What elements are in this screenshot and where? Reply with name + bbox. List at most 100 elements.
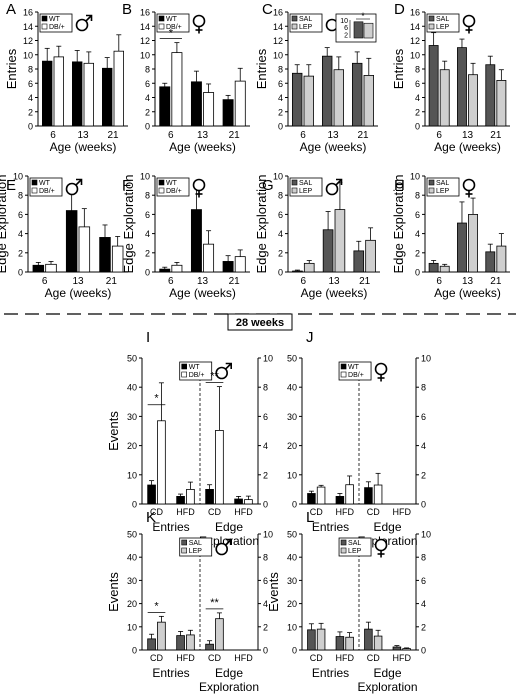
legend-swatch — [158, 15, 165, 22]
bar — [351, 62, 363, 127]
y-tick-label: 30 — [127, 576, 137, 586]
bar — [157, 621, 166, 651]
male-arrow — [225, 539, 232, 546]
legend-swatch — [41, 23, 48, 30]
y2-tick-label: 8 — [263, 553, 268, 563]
x-tick-label: HFD — [176, 507, 195, 517]
x-tick-label: CD — [310, 507, 323, 517]
y-tick-label: 0 — [278, 268, 283, 278]
bar — [147, 638, 156, 651]
legend-box — [338, 537, 372, 557]
panel-label: J — [306, 329, 314, 346]
legend-text: DB/+ — [166, 24, 182, 31]
legend-box — [289, 177, 323, 197]
y-tick-label: 40 — [127, 553, 137, 563]
y-tick-label: 8 — [278, 191, 283, 201]
bar — [322, 229, 334, 273]
legend-swatch — [181, 371, 187, 378]
group-label: Edge — [215, 666, 243, 680]
y2-tick-label: 8 — [421, 553, 426, 563]
significance-mark: ** — [210, 371, 219, 383]
legend-swatch — [428, 187, 435, 194]
x-axis-label: Age (weeks) — [45, 286, 112, 300]
y-tick-label: 8 — [145, 191, 150, 201]
y2-tick-label: 8 — [263, 383, 268, 393]
panel-label: D — [394, 1, 405, 18]
section-divider: 28 weeks — [4, 313, 516, 331]
legend-swatch — [291, 23, 298, 30]
y-tick-label: 16 — [140, 8, 150, 18]
bar — [439, 265, 450, 273]
y-tick-label: 2 — [145, 107, 150, 117]
x-tick-label: 13 — [197, 130, 209, 141]
y-tick-label: 10 — [23, 50, 33, 60]
x-tick-label: CD — [310, 653, 323, 663]
significance-mark: * — [154, 600, 159, 612]
x-tick-label: 13 — [327, 130, 339, 141]
y-tick-label: 6 — [145, 79, 150, 89]
panel-label: F — [122, 177, 131, 194]
y-tick-label: 4 — [415, 229, 420, 239]
bar — [402, 648, 411, 651]
group-label: Entries — [312, 520, 349, 534]
bar — [222, 261, 234, 273]
x-tick-label: HFD — [176, 653, 195, 663]
y2-tick-label: 8 — [421, 383, 426, 393]
x-tick-label: 13 — [462, 130, 474, 141]
y-tick-label: 14 — [273, 22, 283, 32]
legend-text: LEP — [299, 188, 313, 195]
y-tick-label: 16 — [410, 8, 420, 18]
legend-text: DB/+ — [348, 372, 364, 379]
bar — [363, 75, 375, 127]
panel-J: 0 10 20 30 40 50 J CD HFD CD HFD 0 2 4 6 8 10 Entries Edge… — [287, 329, 431, 548]
sex-symbol-circle — [374, 362, 388, 376]
legend-text: SAL — [299, 16, 312, 23]
x-tick-label: 21 — [107, 130, 119, 141]
y-axis-label: Entries — [391, 48, 406, 89]
bar — [234, 80, 246, 127]
y-tick-label: 30 — [287, 412, 297, 422]
y-tick-label: 40 — [287, 383, 297, 393]
legend-swatch — [158, 179, 165, 186]
x-axis-label: Age (weeks) — [169, 286, 236, 300]
x-tick-label: 6 — [436, 130, 442, 141]
x-tick-label: HFD — [336, 653, 355, 663]
significance-mark: * — [169, 28, 174, 40]
sex-symbol-circle — [325, 182, 339, 196]
y-tick-label: 2 — [415, 107, 420, 117]
legend-text: WT — [348, 364, 360, 371]
legend-box — [426, 13, 460, 33]
bar — [215, 618, 224, 651]
x-axis-label: Age (weeks) — [301, 286, 368, 300]
y-tick-label: 10 — [13, 172, 23, 182]
male-arrow — [225, 363, 232, 370]
y-tick-label: 30 — [287, 576, 297, 586]
bar — [365, 239, 376, 273]
male-arrow-head — [86, 14, 93, 21]
x-tick-label: CD — [150, 653, 163, 663]
panel-I: 0 10 20 30 40 50 I Events CD HFD CD HFD 0 2 4 6 8 10 Entri… — [106, 329, 273, 548]
bar — [32, 264, 45, 273]
x-tick-label: 13 — [72, 276, 84, 287]
legend-swatch — [291, 179, 298, 186]
legend-text: LEP — [436, 188, 450, 195]
y-tick-label: 2 — [28, 107, 33, 117]
y-tick-label: 50 — [127, 530, 137, 540]
y-tick-label: 6 — [415, 210, 420, 220]
bar — [72, 61, 83, 127]
legend-text: SAL — [348, 540, 361, 547]
x-tick-label: HFD — [393, 653, 412, 663]
legend-swatch — [291, 15, 298, 22]
bar — [176, 635, 185, 651]
legend-swatch — [340, 539, 347, 546]
legend-text: WT — [166, 180, 178, 187]
group-label: Edge — [373, 520, 401, 534]
y-tick-label: 12 — [140, 36, 150, 46]
inset-tick-label: 6 — [344, 25, 348, 32]
